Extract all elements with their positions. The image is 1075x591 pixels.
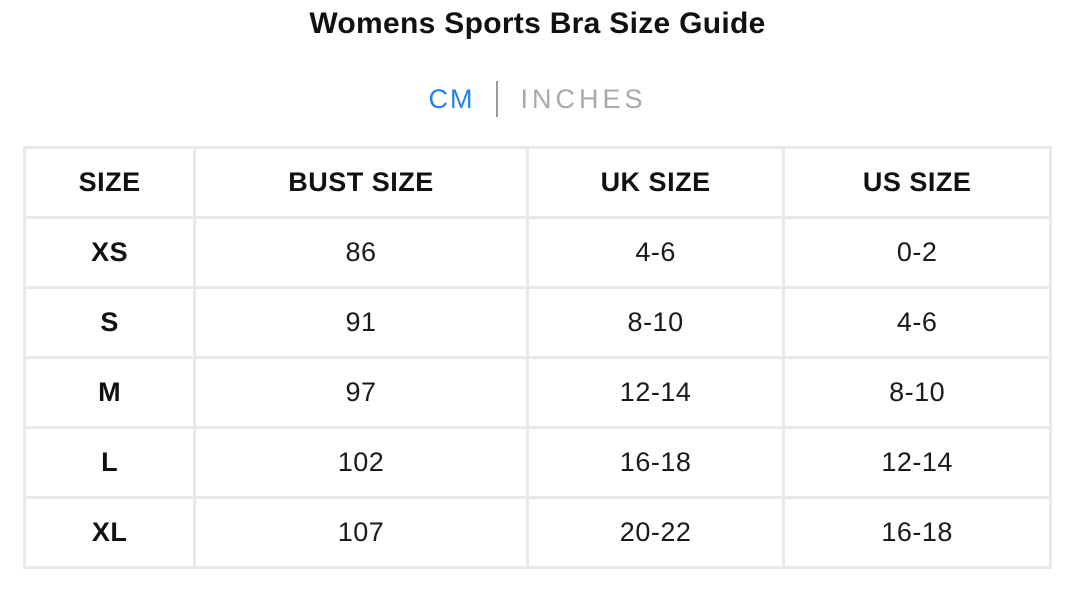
uk-size-cell: 20-22 — [525, 496, 786, 569]
column-header-size: SIZE — [22, 146, 197, 219]
size-cell: L — [22, 426, 197, 499]
us-size-cell: 8-10 — [782, 356, 1052, 429]
table-row: S 91 8-10 4-6 — [22, 286, 1052, 359]
unit-toggle: CM INCHES — [0, 81, 1075, 117]
column-header-bust-size: BUST SIZE — [193, 146, 529, 219]
size-guide-table: SIZE BUST SIZE UK SIZE US SIZE XS 86 4-6… — [22, 146, 1052, 569]
table-row: XS 86 4-6 0-2 — [22, 216, 1052, 289]
table-row: M 97 12-14 8-10 — [22, 356, 1052, 429]
unit-toggle-divider — [496, 81, 499, 117]
uk-size-cell: 16-18 — [525, 426, 786, 499]
bust-size-cell: 102 — [193, 426, 529, 499]
uk-size-cell: 8-10 — [525, 286, 786, 359]
size-cell: M — [22, 356, 197, 429]
us-size-cell: 4-6 — [782, 286, 1052, 359]
column-header-us-size: US SIZE — [782, 146, 1052, 219]
table-row: XL 107 20-22 16-18 — [22, 496, 1052, 569]
size-cell: S — [22, 286, 197, 359]
size-cell: XL — [22, 496, 197, 569]
size-cell: XS — [22, 216, 197, 289]
uk-size-cell: 4-6 — [525, 216, 786, 289]
us-size-cell: 0-2 — [782, 216, 1052, 289]
page-title: Womens Sports Bra Size Guide — [309, 7, 766, 40]
table-row: L 102 16-18 12-14 — [22, 426, 1052, 499]
uk-size-cell: 12-14 — [525, 356, 786, 429]
table-header-row: SIZE BUST SIZE UK SIZE US SIZE — [22, 146, 1052, 219]
bust-size-cell: 107 — [193, 496, 529, 569]
unit-tab-inches[interactable]: INCHES — [520, 83, 647, 114]
unit-tab-cm[interactable]: CM — [428, 83, 475, 114]
bust-size-cell: 97 — [193, 356, 529, 429]
bust-size-cell: 91 — [193, 286, 529, 359]
bust-size-cell: 86 — [193, 216, 529, 289]
column-header-uk-size: UK SIZE — [525, 146, 786, 219]
us-size-cell: 16-18 — [782, 496, 1052, 569]
us-size-cell: 12-14 — [782, 426, 1052, 499]
